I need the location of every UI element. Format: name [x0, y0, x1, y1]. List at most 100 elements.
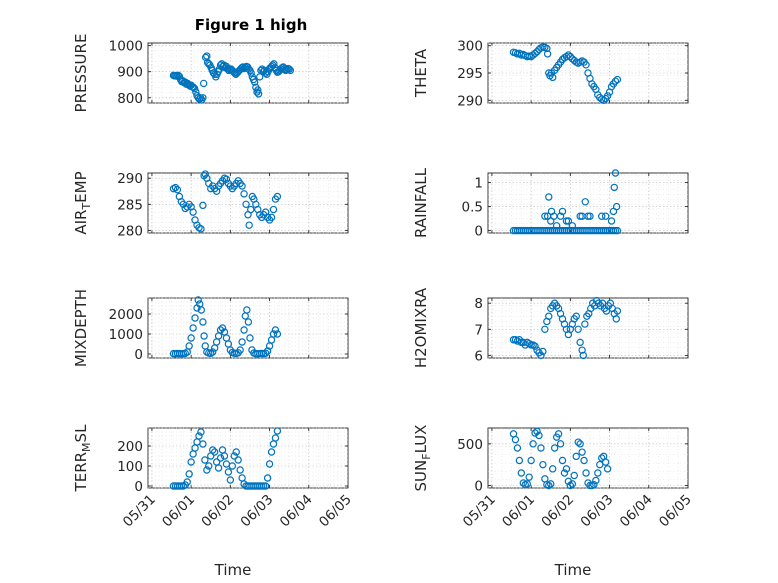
major-grid [148, 43, 349, 103]
x-tick-label: 06/02 [198, 492, 237, 531]
data-point [234, 456, 242, 464]
data-point [238, 338, 246, 346]
data-point [590, 480, 598, 489]
data-point [197, 306, 206, 314]
data-point [254, 86, 262, 94]
x-tick-label: 06/04 [617, 492, 656, 531]
data-point [570, 471, 578, 480]
subplot-theta: 290 295 300 THETA [412, 39, 689, 109]
data-point [214, 464, 223, 472]
data-point [240, 190, 248, 198]
data-point [579, 351, 587, 360]
data-point [603, 92, 612, 100]
series-markers [509, 427, 612, 490]
y-tick-label: 0 [474, 224, 483, 240]
data-point [243, 306, 251, 314]
y-tick-label: 2000 [109, 307, 143, 323]
subplot-sun-flux: 0 500 SUNFLUX 05/31 06/01 06/02 06/03 06/04 06/0… [412, 425, 695, 579]
data-point [245, 65, 253, 73]
data-point [566, 481, 575, 490]
data-point [232, 448, 240, 456]
data-point [582, 469, 590, 477]
data-point [205, 462, 213, 470]
x-tick-label: 06/02 [538, 492, 577, 531]
y-tick-label: 1000 [109, 39, 143, 55]
data-point [222, 175, 231, 183]
data-point [254, 90, 263, 98]
y-tick-label: 900 [117, 65, 143, 81]
subplot-pressure: 800 900 1000 PRESSURE [72, 34, 349, 112]
data-point [592, 476, 600, 485]
data-point [230, 452, 238, 460]
data-point [586, 212, 594, 220]
series-markers [169, 427, 282, 490]
data-point [581, 198, 589, 206]
data-point [533, 48, 541, 56]
x-tick-label: 06/04 [277, 492, 316, 531]
x-tick-label: 06/05 [656, 492, 695, 531]
y-axis-label: RAINFALL [412, 167, 430, 238]
y-tick-label: 7 [474, 322, 483, 338]
data-point [610, 183, 618, 192]
y-tick-label: 290 [457, 93, 483, 109]
subplot-mixdepth: 0 1000 2000 MIXDEPTH [72, 289, 349, 367]
y-axis-label: SUNFLUX [412, 425, 433, 492]
data-point [199, 201, 207, 210]
subplot-rainfall: 0 0.5 1 RAINFALL [412, 167, 689, 240]
x-tick-label: 06/03 [238, 492, 277, 531]
data-point [541, 325, 549, 334]
x-tick-label: 05/31 [120, 492, 159, 531]
x-tick-label: 06/01 [159, 492, 198, 531]
data-point [261, 482, 270, 490]
data-point [613, 75, 622, 84]
y-tick-label: 295 [457, 66, 483, 82]
data-point [267, 448, 276, 456]
data-point [240, 326, 248, 334]
data-point [556, 440, 565, 448]
series-markers [169, 52, 295, 104]
y-tick-label: 0.5 [462, 200, 483, 216]
data-point [183, 478, 191, 486]
data-point [613, 307, 622, 315]
data-point [576, 338, 584, 347]
data-point [533, 427, 541, 436]
data-point [195, 432, 203, 440]
data-point [220, 452, 229, 460]
data-point [599, 96, 608, 104]
y-tick-label: 500 [457, 437, 483, 453]
data-point [267, 213, 276, 222]
data-point [273, 427, 282, 435]
data-point [572, 452, 580, 461]
y-tick-label: 800 [117, 91, 143, 107]
data-point [236, 466, 244, 474]
data-point [607, 217, 616, 225]
series-markers [169, 296, 282, 358]
data-point [564, 51, 573, 59]
y-tick-label: 1 [474, 176, 483, 192]
x-tick-label: 05/31 [460, 492, 499, 531]
data-point [207, 349, 215, 358]
data-point [535, 431, 543, 440]
y-tick-label: 285 [117, 197, 143, 213]
data-point [247, 69, 255, 77]
major-grid [488, 428, 689, 488]
data-point [181, 349, 189, 358]
y-tick-label: 8 [474, 296, 483, 312]
subplot-air-temp: 280 285 290 AIRTEMP [72, 170, 349, 239]
data-point [270, 60, 278, 68]
data-point [197, 428, 205, 436]
plot-area [147, 427, 349, 489]
data-point [582, 61, 590, 69]
data-point [547, 480, 555, 488]
data-point [261, 349, 270, 357]
data-point [537, 444, 545, 452]
data-point [558, 456, 567, 465]
series-markers [509, 169, 622, 235]
x-tick-label: 06/03 [578, 492, 617, 531]
data-point [210, 448, 219, 456]
data-point [185, 342, 193, 350]
major-grid [148, 428, 349, 488]
y-axis-label: TERRMSL [72, 424, 93, 493]
x-axis-label: Time [214, 561, 252, 579]
series-markers [169, 170, 282, 233]
